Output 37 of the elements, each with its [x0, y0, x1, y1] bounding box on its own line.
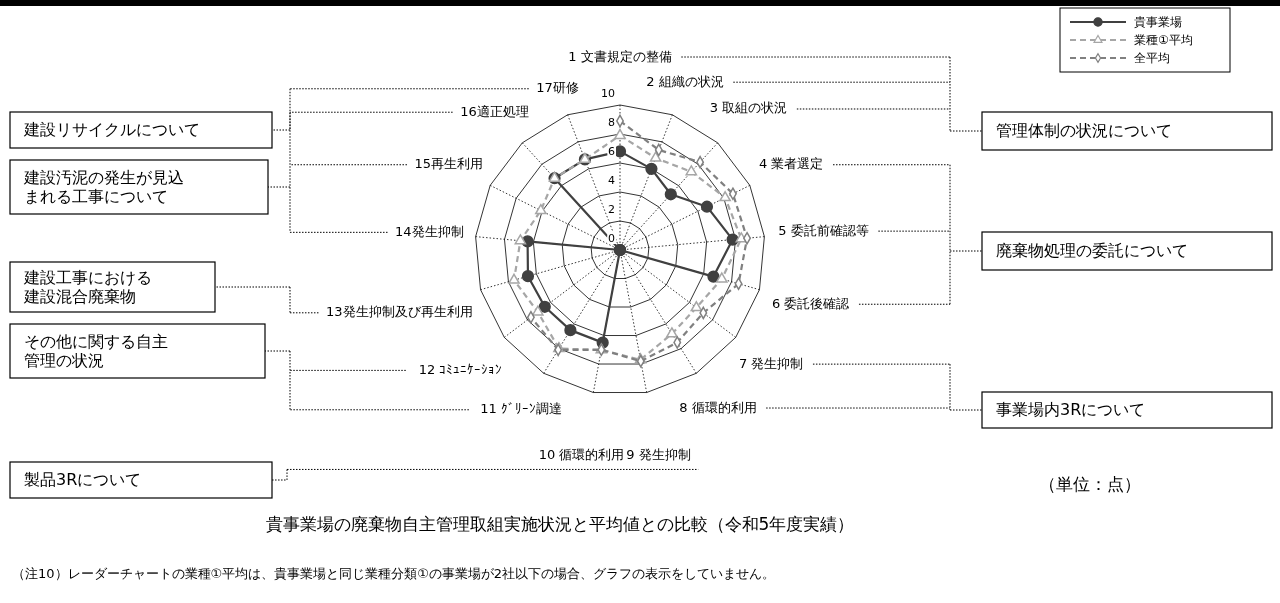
spoke-label: 5 委託前確認等	[778, 222, 869, 238]
text: 製品3Rについて	[24, 469, 142, 489]
spoke-label: 6 委託後確認	[771, 295, 850, 311]
spoke-label: 17研修	[536, 80, 579, 96]
legend-label: 貴事業場	[1134, 14, 1182, 29]
spoke-label: 13発生抑制及び再生利用	[326, 304, 473, 320]
spoke-label: 7 発生抑制	[738, 355, 804, 371]
spoke-label: 15再生利用	[414, 156, 484, 172]
spoke-label: 8 循環的利用	[679, 399, 757, 415]
y-tick-label: 8	[608, 116, 615, 129]
spoke-label: 10 循環的利用	[538, 446, 625, 462]
spoke-label: 12 ｺﾐｭﾆｹｰｼｮﾝ	[418, 361, 503, 377]
spoke-label: 3 取組の状況	[709, 100, 788, 116]
text: （注10）レーダーチャートの業種①平均は、貴事業場と同じ業種分類①の事業場が2社以下の場合、グラフの表示をしていません。	[12, 566, 776, 581]
legend-label: 全平均	[1134, 50, 1170, 65]
text: 事業場内3Rについて	[996, 399, 1146, 419]
text: 建設汚泥の発生が見込まれる工事について	[23, 167, 184, 205]
text: その他に関する自主管理の状況	[24, 331, 168, 369]
y-tick-label: 6	[608, 145, 615, 158]
text: （単位：点）	[1039, 474, 1141, 494]
y-tick-label: 10	[601, 87, 615, 100]
spoke-label: 1 文書規定の整備	[568, 48, 672, 64]
y-tick-label: 4	[608, 174, 615, 187]
y-tick-label: 2	[608, 203, 615, 216]
text: 建設リサイクルについて	[23, 119, 200, 139]
text: 管理体制の状況について	[996, 120, 1172, 140]
text: 建設工事における建設混合廃棄物	[23, 267, 152, 305]
y-tick-label: 0	[608, 232, 615, 245]
spoke-label: 4 業者選定	[759, 156, 824, 172]
spoke-label: 11 ｸﾞﾘｰﾝ調達	[480, 401, 562, 417]
legend-label: 業種①平均	[1134, 32, 1193, 47]
spoke-label: 16適正処理	[460, 103, 529, 119]
spoke-label: 2 組織の状況	[646, 73, 724, 89]
spoke-label: 9 発生抑制	[626, 446, 691, 462]
spoke-label: 14発生抑制	[395, 223, 464, 239]
text: 廃棄物処理の委託について	[996, 240, 1188, 260]
text: 貴事業場の廃棄物自主管理取組実施状況と平均値との比較（令和5年度実績）	[265, 514, 855, 534]
